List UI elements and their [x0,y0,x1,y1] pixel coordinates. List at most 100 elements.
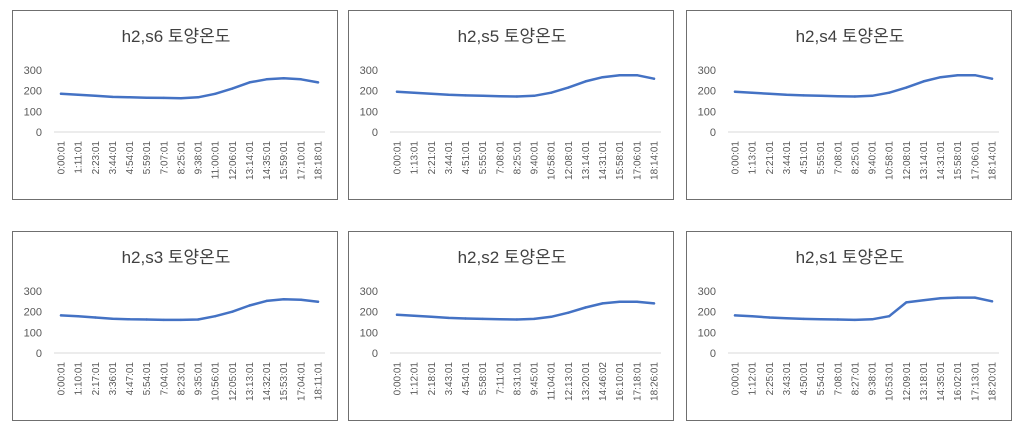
data-point [888,315,891,318]
data-point [853,318,857,322]
x-tick-label: 18:14:01 [988,141,999,180]
x-tick-label: 0:00:01 [57,141,68,175]
chart-panel: h2,s1 토양온도 300 200 100 0 0:00:01 1:12:01 2:25:0… [686,231,1012,421]
data-point [750,315,754,318]
x-tick-label: 13:13:01 [245,362,256,401]
data-point [618,74,621,77]
x-tick-label: 9:38:01 [868,362,879,396]
data-point [601,76,604,79]
x-tick-label: 18:18:01 [314,141,325,180]
data-point [447,93,450,97]
chart-title: h2,s1 토양온도 [796,248,905,267]
data-point [299,78,303,81]
x-tick-label: 3:36:01 [108,362,119,396]
x-tick-label: 3:43:01 [444,362,455,396]
x-tick-label: 17:10:01 [296,141,307,180]
series-line [395,73,656,98]
data-point [768,316,771,319]
data-point [481,317,484,321]
x-tick-label: 15:58:01 [953,141,964,180]
x-tick-label: 2:25:01 [765,362,776,396]
x-tick-label: 14:31:01 [936,141,947,180]
x-tick-label: 0:00:01 [57,362,68,396]
data-point [635,74,639,77]
x-tick-label: 7:08:01 [495,141,506,175]
x-tick-label: 1:12:01 [410,362,421,396]
y-tick-label: 200 [698,307,716,319]
data-point [990,300,994,303]
y-tick-label: 200 [360,86,378,98]
x-tick-label: 13:20:01 [581,362,592,401]
x-tick-label: 1:12:01 [748,362,759,396]
x-tick-label: 5:54:01 [142,362,153,396]
data-point [282,298,285,301]
data-point [498,95,501,98]
data-point [231,310,234,313]
x-tick-label: 5:59:01 [142,141,153,175]
data-point [316,81,320,84]
data-point [162,318,165,322]
data-point [464,317,467,320]
x-tick-label: 14:32:01 [262,362,273,401]
x-tick-label: 12:08:01 [564,141,575,180]
data-point [111,95,114,99]
y-tick-label: 100 [698,327,716,339]
y-tick-label: 300 [360,65,378,77]
data-point [652,302,656,305]
y-tick-label: 200 [360,307,378,319]
x-tick-label: 7:08:01 [833,362,844,396]
chart-panel: h2,s3 토양온도 300 200 100 0 0:00:01 1:10:01 2:17:0… [12,231,338,421]
x-tick-label: 10:56:01 [211,362,222,401]
data-point [395,90,399,93]
data-point [870,94,874,98]
y-tick-label: 0 [372,348,378,360]
x-tick-label: 2:23:01 [91,141,102,175]
y-tick-label: 100 [360,106,378,118]
x-tick-label: 12:08:01 [902,141,913,180]
x-tick-label: 16:10:01 [615,362,626,401]
y-tick-label: 0 [710,127,716,139]
series-line [395,300,656,321]
line-chart: h2,s4 토양온도 300 200 100 0 0:00:01 1:13:01 2:21:0… [698,27,999,180]
y-tick-label: 300 [698,286,716,298]
x-tick-label: 1:10:01 [74,362,85,396]
y-tick-label: 200 [24,86,42,98]
x-tick-label: 7:07:01 [159,141,170,175]
data-point [802,317,805,321]
x-tick-label: 17:18:01 [632,362,643,401]
x-tick-label: 18:14:01 [650,141,661,180]
data-point [922,299,925,302]
data-point [162,96,165,100]
data-point [145,318,148,321]
data-point [214,92,217,96]
x-tick-label: 15:58:01 [615,141,626,180]
line-chart: h2,s3 토양온도 300 200 100 0 0:00:01 1:10:01 2:17:0… [24,248,325,401]
x-tick-label: 3:44:01 [782,141,793,175]
data-point [265,299,268,303]
x-tick-label: 14:35:01 [936,362,947,401]
x-tick-label: 4:54:01 [125,141,136,175]
x-tick-label: 12:13:01 [564,362,575,401]
data-point [248,81,251,84]
data-point [567,86,570,89]
x-tick-label: 8:25:01 [512,141,523,175]
x-tick-label: 13:14:01 [245,141,256,180]
x-tick-label: 10:58:01 [885,141,896,180]
data-point [635,300,639,303]
series-line [59,77,320,100]
x-tick-label: 18:11:01 [314,362,325,401]
x-tick-label: 17:04:01 [296,362,307,401]
x-tick-label: 4:54:01 [461,362,472,396]
x-tick-label: 3:43:01 [782,362,793,396]
chart-panel: h2,s5 토양온도 300 200 100 0 0:00:01 1:13:01 2:21:0… [348,10,674,200]
x-tick-label: 2:17:01 [91,362,102,396]
x-tick-label: 8:31:01 [512,362,523,396]
x-tick-label: 12:06:01 [228,141,239,180]
x-tick-label: 1:13:01 [748,141,759,175]
y-tick-label: 100 [360,327,378,339]
x-tick-label: 11:00:01 [211,141,222,180]
data-point [196,318,200,321]
x-tick-label: 4:51:01 [799,141,810,175]
data-point [785,93,788,97]
data-point [990,77,994,80]
